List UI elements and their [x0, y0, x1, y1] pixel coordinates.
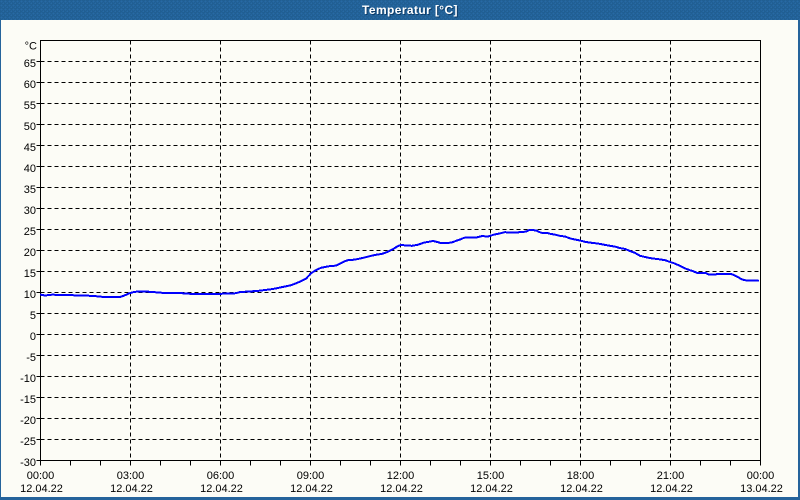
svg-text:-15: -15 [20, 394, 36, 406]
svg-text:12.04.22: 12.04.22 [470, 483, 513, 495]
svg-text:25: 25 [24, 226, 36, 238]
svg-text:12:00: 12:00 [387, 470, 415, 482]
svg-text:45: 45 [24, 142, 36, 154]
svg-text:-5: -5 [26, 352, 36, 364]
svg-text:21:00: 21:00 [657, 470, 685, 482]
svg-text:60: 60 [24, 79, 36, 91]
svg-text:12.04.22: 12.04.22 [290, 483, 333, 495]
svg-text:12.04.22: 12.04.22 [650, 483, 693, 495]
svg-text:06:00: 06:00 [207, 470, 235, 482]
svg-text:-20: -20 [20, 415, 36, 427]
svg-text:-10: -10 [20, 373, 36, 385]
svg-text:12.04.22: 12.04.22 [560, 483, 603, 495]
svg-text:00:00: 00:00 [27, 470, 55, 482]
svg-text:35: 35 [24, 184, 36, 196]
svg-text:10: 10 [24, 289, 36, 301]
svg-text:15: 15 [24, 268, 36, 280]
svg-text:5: 5 [30, 310, 36, 322]
svg-text:03:00: 03:00 [117, 470, 145, 482]
svg-text:0: 0 [30, 331, 36, 343]
svg-text:55: 55 [24, 100, 36, 112]
svg-text:-30: -30 [20, 457, 36, 469]
svg-text:12.04.22: 12.04.22 [200, 483, 243, 495]
svg-text:13.04.22: 13.04.22 [740, 483, 783, 495]
svg-text:18:00: 18:00 [567, 470, 595, 482]
svg-text:12.04.22: 12.04.22 [380, 483, 423, 495]
svg-text:-25: -25 [20, 436, 36, 448]
svg-text:20: 20 [24, 247, 36, 259]
svg-text:40: 40 [24, 163, 36, 175]
svg-text:00:00: 00:00 [747, 470, 775, 482]
svg-text:30: 30 [24, 205, 36, 217]
svg-text:15:00: 15:00 [477, 470, 505, 482]
svg-text:12.04.22: 12.04.22 [20, 483, 63, 495]
svg-text:09:00: 09:00 [297, 470, 325, 482]
svg-text:12.04.22: 12.04.22 [110, 483, 153, 495]
svg-text:50: 50 [24, 121, 36, 133]
svg-text:65: 65 [24, 58, 36, 70]
svg-text:°C: °C [25, 41, 37, 53]
